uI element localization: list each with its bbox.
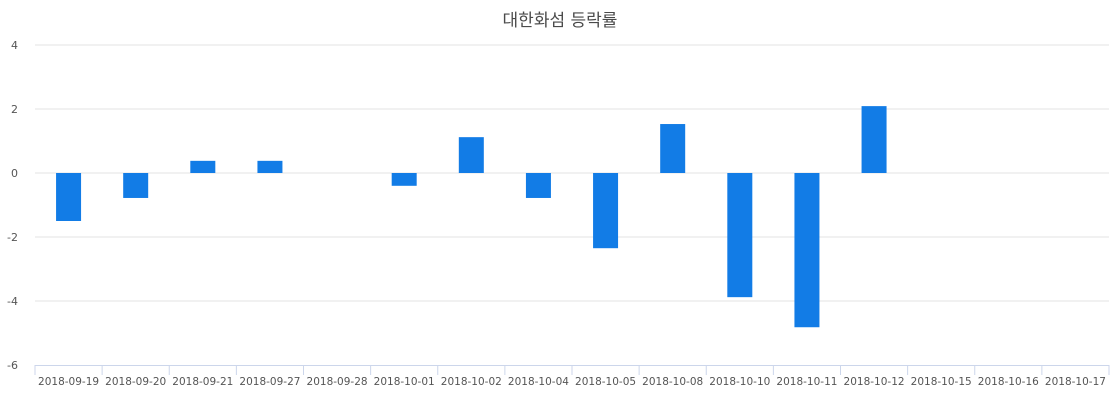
- x-tick-label: 2018-09-19: [38, 376, 99, 388]
- y-tick-label: 4: [11, 39, 18, 52]
- bar: [123, 173, 149, 198]
- chart-title: 대한화섬 등락률: [502, 11, 618, 31]
- x-tick-label: 2018-10-16: [978, 376, 1039, 388]
- bar: [458, 137, 484, 173]
- bar: [794, 173, 820, 328]
- x-tick-label: 2018-10-08: [642, 376, 703, 388]
- bar: [257, 160, 283, 173]
- bar: [593, 173, 619, 249]
- x-tick-label: 2018-09-20: [105, 376, 166, 388]
- bar: [861, 106, 887, 173]
- bar: [190, 160, 216, 173]
- bar: [525, 173, 551, 198]
- x-tick-label: 2018-10-15: [911, 376, 972, 388]
- bar: [727, 173, 753, 298]
- bar: [391, 173, 417, 186]
- y-tick-label: -2: [7, 231, 18, 244]
- x-tick-label: 2018-10-17: [1045, 376, 1106, 388]
- x-tick-label: 2018-09-27: [239, 376, 300, 388]
- x-tick-label: 2018-10-01: [374, 376, 435, 388]
- y-tick-label: 2: [11, 103, 18, 116]
- bar: [660, 124, 686, 173]
- x-tick-label: 2018-10-12: [844, 376, 905, 388]
- x-tick-label: 2018-09-28: [307, 376, 368, 388]
- y-tick-label: -4: [7, 295, 18, 308]
- x-tick-label: 2018-09-21: [172, 376, 233, 388]
- x-tick-label: 2018-10-04: [508, 376, 569, 388]
- x-tick-label: 2018-10-02: [441, 376, 502, 388]
- bar: [56, 173, 82, 221]
- x-tick-label: 2018-10-11: [776, 376, 837, 388]
- y-tick-label: -6: [7, 359, 18, 372]
- x-tick-label: 2018-10-10: [709, 376, 770, 388]
- y-tick-label: 0: [11, 167, 18, 180]
- x-tick-label: 2018-10-05: [575, 376, 636, 388]
